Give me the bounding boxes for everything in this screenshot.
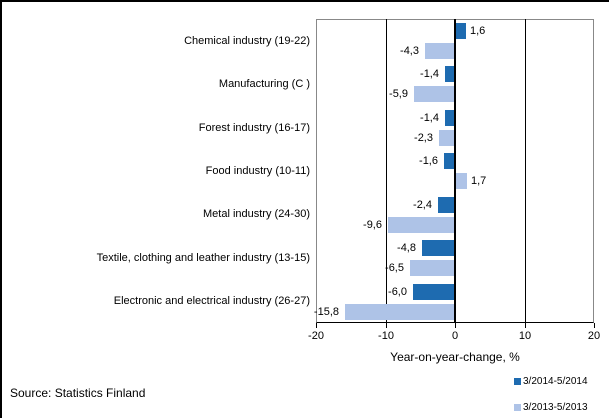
category-label: Electronic and electrical industry (26-2… (113, 295, 310, 308)
legend-item: 3/2013-5/2013 (514, 402, 588, 413)
x-tick-label: 0 (451, 330, 459, 342)
legend-item: 3/2014-5/2014 (514, 376, 588, 387)
category-label: Textile, clothing and leather industry (… (96, 251, 310, 264)
x-tick-label: 20 (587, 330, 601, 342)
x-tick-label: -10 (378, 330, 394, 342)
bar (388, 216, 456, 233)
value-label: -1,4 (420, 111, 439, 124)
x-tick-label: 10 (518, 330, 532, 342)
value-label: -1,6 (419, 155, 438, 168)
bar (421, 240, 455, 257)
value-label: -2,3 (414, 131, 433, 144)
x-axis-title: Year-on-year-change, % (390, 350, 520, 364)
bar (445, 66, 456, 83)
bar (345, 303, 456, 320)
legend-label: 3/2014-5/2014 (523, 376, 588, 387)
x-tick-mark (316, 323, 317, 328)
value-label: -6,5 (385, 262, 404, 275)
value-label: -4,3 (400, 45, 419, 57)
gridline (525, 19, 526, 323)
value-label: -6,0 (388, 285, 407, 298)
bar (443, 153, 455, 170)
bar (445, 109, 456, 126)
category-label: Forest industry (16-17) (198, 121, 310, 134)
x-tick-mark (594, 323, 595, 328)
value-label: -2,4 (413, 198, 432, 211)
x-tick-mark (525, 323, 526, 328)
value-label: -5,9 (389, 88, 408, 101)
bar (455, 173, 467, 190)
value-label: 1,6 (470, 25, 486, 37)
value-label: -15,8 (313, 305, 339, 318)
category-label: Manufacturing (C ) (218, 78, 310, 91)
legend-label: 3/2013-5/2013 (523, 402, 588, 413)
bar (409, 260, 455, 277)
x-tick-mark (386, 323, 387, 328)
value-label: -4,8 (397, 242, 416, 255)
category-label: Food industry (10-11) (205, 165, 310, 177)
zero-axis-line (454, 19, 456, 323)
bar (413, 86, 455, 103)
value-label: -1,4 (420, 68, 439, 81)
x-tick-label: -20 (308, 330, 324, 342)
gridline (386, 19, 387, 323)
bar (439, 129, 455, 146)
bar (438, 196, 456, 213)
legend-swatch (514, 404, 521, 411)
category-label: Metal industry (24-30) (203, 208, 310, 221)
bar (455, 23, 466, 39)
legend-swatch (514, 378, 521, 385)
bar (413, 283, 456, 300)
source-note: Source: Statistics Finland (10, 386, 146, 400)
value-label: 1,7 (471, 175, 487, 188)
bar (425, 43, 456, 59)
category-label: Chemical industry (19-22) (184, 34, 310, 47)
x-tick-mark (455, 323, 456, 328)
value-label: -9,6 (363, 218, 382, 231)
